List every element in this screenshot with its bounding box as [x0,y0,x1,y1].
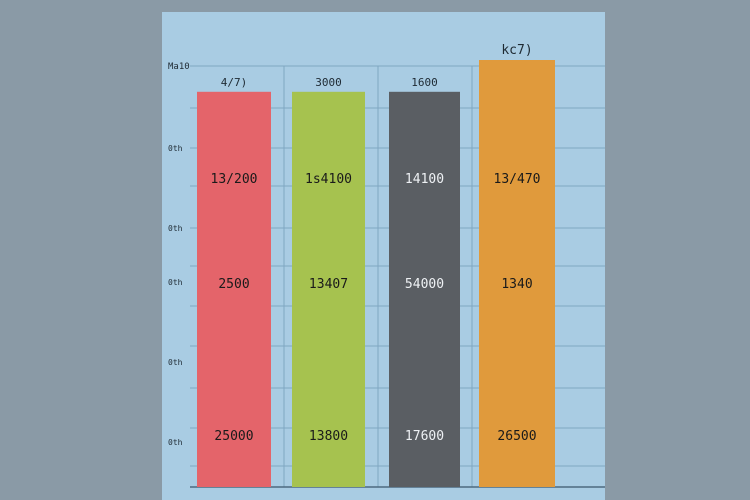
bar-value-label: 13800 [309,429,348,444]
bar-value-label: 54000 [405,277,444,292]
y-tick-label: 0th [168,278,183,287]
y-tick-label: 0th [168,224,183,233]
y-tick-label: 0th [168,438,183,447]
bar-value-label: 13/200 [211,172,258,187]
y-tick-label: Ma10 [168,62,190,72]
bar-value-label: 25000 [214,429,253,444]
bars [197,60,555,487]
bar-value-label: 1340 [501,277,532,292]
bar-value-label: 17600 [405,429,444,444]
bar-top-label: 4/7) [221,76,248,89]
bar-value-label: 13/470 [494,172,541,187]
bar-value-label: 1s4100 [305,172,352,187]
bar [479,60,555,487]
bar-value-label: 14100 [405,172,444,187]
bar-top-label: kc7) [501,43,532,58]
y-axis-ticks: Ma10 0th 0th 0th 0th 0th [168,62,190,447]
bar-value-label: 2500 [218,277,249,292]
bar-value-label: 26500 [497,429,536,444]
bar-top-label: 1600 [411,76,438,89]
bar-value-label: 13407 [309,277,348,292]
bar [292,91,365,487]
bar-top-label: 3000 [315,76,342,89]
bar-labels: 4/7) 13/200 2500 25000 3000 1s4100 13407 13800 1… [211,43,541,444]
bar [197,91,271,487]
y-tick-label: 0th [168,144,183,153]
y-tick-label: 0th [168,358,183,367]
bar [389,91,460,487]
